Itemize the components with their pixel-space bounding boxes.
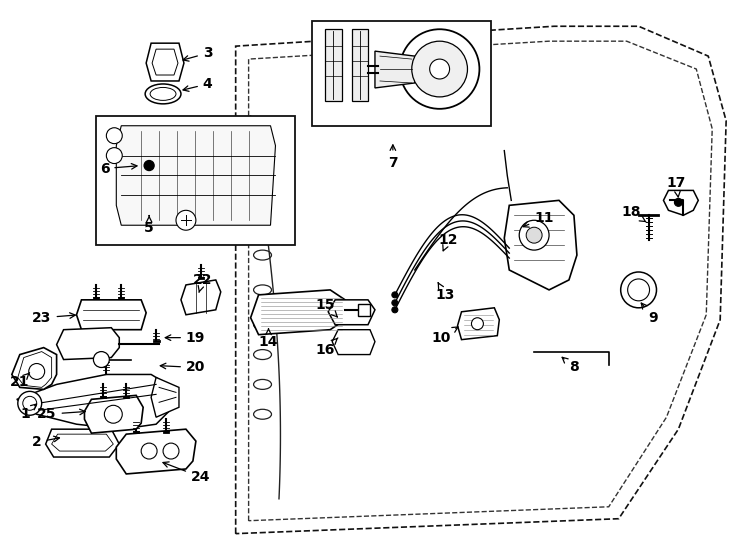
Polygon shape	[116, 126, 275, 225]
Circle shape	[144, 160, 154, 171]
Polygon shape	[76, 300, 146, 330]
Circle shape	[526, 227, 542, 243]
Polygon shape	[250, 290, 345, 335]
Circle shape	[163, 443, 179, 459]
Polygon shape	[328, 300, 375, 325]
Ellipse shape	[253, 349, 272, 360]
Polygon shape	[504, 200, 577, 290]
Text: 5: 5	[145, 215, 154, 235]
Text: 7: 7	[388, 145, 398, 170]
Ellipse shape	[253, 250, 272, 260]
Polygon shape	[18, 352, 51, 387]
Circle shape	[18, 392, 42, 415]
Circle shape	[400, 29, 479, 109]
Circle shape	[519, 220, 549, 250]
Polygon shape	[181, 280, 221, 315]
Ellipse shape	[253, 409, 272, 419]
Ellipse shape	[145, 84, 181, 104]
Text: 17: 17	[666, 177, 686, 197]
Circle shape	[23, 396, 37, 410]
Text: 12: 12	[438, 233, 457, 251]
Polygon shape	[325, 29, 342, 101]
Circle shape	[675, 198, 683, 206]
Text: 18: 18	[621, 205, 646, 222]
Circle shape	[429, 59, 449, 79]
Ellipse shape	[150, 87, 176, 100]
Polygon shape	[12, 348, 57, 389]
Polygon shape	[375, 51, 415, 88]
Text: 9: 9	[642, 303, 658, 325]
Ellipse shape	[253, 380, 272, 389]
Polygon shape	[17, 374, 176, 429]
Polygon shape	[333, 330, 375, 355]
Text: 20: 20	[160, 361, 206, 375]
Text: 6: 6	[100, 161, 137, 176]
Circle shape	[628, 279, 650, 301]
Bar	[96, 116, 295, 245]
Text: 16: 16	[316, 338, 338, 356]
Text: 23: 23	[32, 310, 76, 325]
Circle shape	[29, 363, 45, 380]
Text: 19: 19	[165, 330, 206, 345]
Polygon shape	[84, 395, 143, 433]
Polygon shape	[352, 29, 368, 101]
Polygon shape	[46, 429, 120, 457]
Text: 1: 1	[20, 404, 37, 421]
Ellipse shape	[253, 320, 272, 330]
Circle shape	[176, 210, 196, 230]
Polygon shape	[457, 308, 499, 340]
Text: 8: 8	[562, 357, 578, 375]
Text: 21: 21	[10, 373, 29, 389]
Circle shape	[621, 272, 656, 308]
Circle shape	[392, 292, 398, 298]
Polygon shape	[51, 434, 113, 451]
Polygon shape	[151, 377, 179, 417]
Text: 3: 3	[183, 46, 212, 61]
Text: 22: 22	[193, 273, 212, 293]
Circle shape	[392, 300, 398, 306]
Text: 2: 2	[32, 435, 59, 449]
Polygon shape	[664, 191, 698, 215]
Circle shape	[471, 318, 484, 330]
Text: 10: 10	[431, 327, 458, 345]
Text: 11: 11	[523, 211, 553, 227]
Circle shape	[412, 41, 468, 97]
Circle shape	[141, 443, 157, 459]
Text: 4: 4	[183, 77, 213, 91]
Circle shape	[106, 147, 123, 164]
Text: 13: 13	[435, 282, 454, 302]
Text: 25: 25	[37, 407, 85, 421]
Ellipse shape	[253, 285, 272, 295]
Circle shape	[106, 128, 123, 144]
Polygon shape	[57, 328, 120, 360]
Circle shape	[392, 307, 398, 313]
Circle shape	[104, 406, 123, 423]
Text: 24: 24	[163, 462, 211, 484]
Text: 15: 15	[316, 298, 338, 317]
Bar	[312, 21, 491, 126]
Polygon shape	[358, 304, 370, 316]
Polygon shape	[116, 429, 196, 474]
Circle shape	[93, 352, 109, 368]
Polygon shape	[146, 43, 184, 81]
Polygon shape	[152, 49, 178, 75]
Text: 14: 14	[259, 329, 278, 349]
